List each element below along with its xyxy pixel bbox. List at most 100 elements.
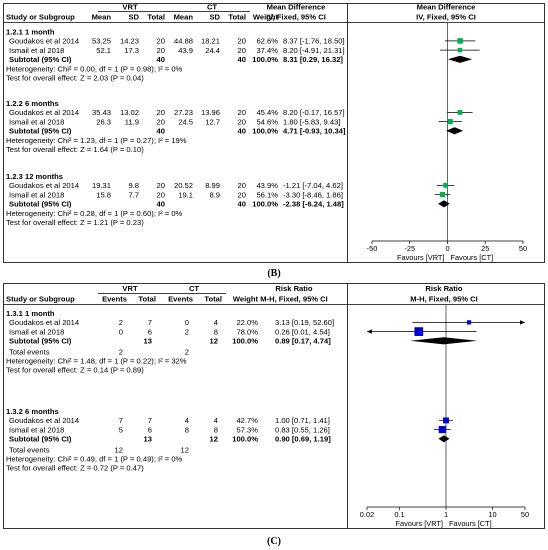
study-name: Ismail et al 2018 [9, 46, 64, 55]
total2-cell: 20 [238, 46, 246, 55]
events1-cell: 0 [119, 327, 123, 336]
subtotal-total1: 40 [157, 200, 165, 209]
weight-cell: 45.4% [256, 108, 278, 117]
overall-effect-test: Test for overall effect: Z = 0.14 (P = 0… [6, 366, 144, 375]
total1-cell: 20 [157, 190, 165, 199]
subgroup-title: 1.3.1 1 month [6, 309, 55, 318]
sd2-cell: 24.4 [205, 46, 220, 55]
study-point-marker [457, 47, 463, 53]
x-tick-label: 0.02 [360, 510, 374, 519]
weight-header: Weight [253, 13, 279, 22]
total-events-label: Total events [9, 347, 50, 356]
events2-cell: 0 [185, 318, 189, 327]
x-tick-label: 0 [445, 244, 449, 253]
group1-header: VRT [122, 3, 138, 12]
subtotal-diamond [446, 127, 464, 135]
plot-method-header: M-H, Fixed, 95% CI [410, 295, 478, 304]
total2-cell: 20 [238, 37, 246, 46]
effect-ci-cell: 8.37 [-1.76, 18.50] [283, 37, 345, 46]
x-tick-label: 1 [444, 510, 448, 519]
sd1-cell: 11.9 [125, 117, 139, 126]
effect-ci-cell: 3.13 [0.19, 52.60] [275, 318, 334, 327]
heterogeneity-text: Heterogeneity: Chi² = 0.00, df = 1 (P = … [6, 64, 183, 73]
effect-header: Risk Ratio [275, 284, 312, 293]
sd2-cell: 12.7 [205, 117, 220, 126]
mean2-cell: 44.88 [174, 37, 193, 46]
study-point-marker [443, 417, 449, 424]
subtotal-total2: 40 [238, 127, 246, 136]
plot-method-header: IV, Fixed, 95% CI [416, 13, 476, 22]
total1-cell: 20 [157, 46, 165, 55]
overall-effect-test: Test for overall effect: Z = 2.03 (P = 0… [6, 74, 144, 83]
effect-ci-cell: 1.80 [-5.83, 9.43] [283, 117, 340, 126]
favours-right-label: Favours [CT] [449, 519, 492, 528]
total1-cell: 6 [148, 327, 152, 336]
effect-header: Mean Difference [267, 3, 326, 12]
heterogeneity-text: Heterogeneity: Chi² = 1.48, df = 1 (P = … [6, 357, 187, 366]
mean2-cell: 19.1 [178, 190, 193, 199]
subtotal-weight: 100.0% [232, 435, 258, 444]
effect-ci-cell: -1.21 [-7.04, 4.62] [283, 181, 343, 190]
mean2-cell: 20.52 [174, 181, 193, 190]
subtotal-weight: 100.0% [232, 337, 258, 346]
sd2-cell: 8.9 [209, 190, 220, 199]
mean1-cell: 19.31 [92, 181, 111, 190]
total2-cell: 8 [214, 425, 218, 434]
overall-effect-test: Test for overall effect: Z = 0.72 (P = 0… [6, 464, 144, 473]
sd2-cell: 8.99 [205, 181, 220, 190]
subtotal-weight: 100.0% [252, 200, 278, 209]
subgroup-title: 1.2.1 1 month [6, 28, 55, 37]
x-tick-label: -50 [367, 244, 378, 253]
total1-cell: 20 [157, 108, 165, 117]
events2-header: Events [168, 295, 193, 304]
subtotal-total2: 12 [210, 337, 218, 346]
plot-effect-header: Risk Ratio [425, 284, 462, 293]
study-point-marker [414, 327, 424, 336]
overall-effect-test: Test for overall effect: Z = 1.21 (P = 0… [6, 218, 144, 227]
mean1-cell: 26.3 [96, 117, 111, 126]
subtotal-total2: 12 [210, 435, 218, 444]
weight-cell: 78.0% [236, 327, 258, 336]
x-tick-label: 50 [521, 510, 529, 519]
study-point-marker [438, 426, 446, 434]
group2-header: CT [189, 284, 199, 293]
subtotal-diamond [438, 200, 450, 208]
subtotal-total1: 13 [144, 435, 152, 444]
total2-cell: 4 [214, 416, 218, 425]
sd2-cell: 13.96 [201, 108, 220, 117]
study-header: Study or Subgroup [6, 295, 75, 304]
total2-cell: 8 [214, 327, 218, 336]
study-name: Goudakos et al 2014 [9, 37, 79, 46]
subtotal-ci: 4.71 [-0.93, 10.34] [283, 127, 346, 136]
x-tick-label: 50 [519, 244, 527, 253]
sd1-cell: 14.23 [120, 37, 139, 46]
study-point-marker [447, 119, 453, 125]
subtotal-total1: 40 [157, 127, 165, 136]
panel-c-frame [3, 283, 545, 529]
study-name: Goudakos et al 2014 [9, 416, 79, 425]
plot-effect-header: Mean Difference [417, 3, 476, 12]
mean2-cell: 24.5 [178, 117, 193, 126]
panel-b-frame [3, 3, 545, 263]
total1-header: Total [138, 295, 156, 304]
weight-cell: 37.4% [256, 46, 278, 55]
method-header: IV, Fixed, 95% CI [266, 13, 326, 22]
mean-header: Mean [92, 13, 112, 22]
total1-cell: 7 [148, 416, 152, 425]
group1-header: VRT [122, 284, 138, 293]
mean1-cell: 35.43 [92, 108, 111, 117]
study-name: Goudakos et al 2014 [9, 181, 79, 190]
subtotal-diamond [447, 55, 473, 63]
total-events-label: Total events [9, 445, 50, 454]
mean-header: Mean [174, 13, 194, 22]
subtotal-ci: 0.90 [0.69, 1.19] [275, 435, 331, 444]
total-header: Total [147, 13, 165, 22]
x-tick-label: 25 [481, 244, 489, 253]
sd1-cell: 13.02 [120, 108, 139, 117]
subgroup-title: 1.2.2 6 months [6, 99, 59, 108]
events1-cell: 7 [119, 416, 123, 425]
favours-left-label: Favours [VRT] [395, 519, 443, 528]
study-name: Ismail et al 2018 [9, 425, 64, 434]
events1-cell: 5 [119, 425, 123, 434]
